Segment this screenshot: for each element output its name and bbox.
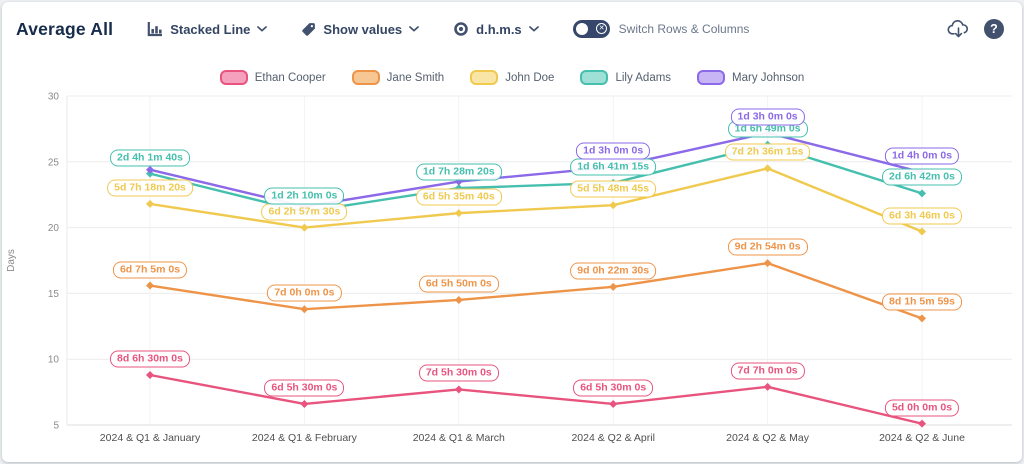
bar-chart-icon (147, 21, 163, 37)
x-axis-tick: 2024 & Q1 & January (100, 432, 201, 444)
legend-swatch (351, 70, 380, 85)
data-point-marker[interactable] (918, 189, 926, 198)
tag-icon (301, 22, 316, 37)
chevron-down-icon (257, 26, 268, 32)
y-axis-tick: 5 (53, 421, 59, 432)
chart-area: 5 10 15 20 25 30 Days 2024 & Q1 & January 2024 &… (2, 88, 1022, 460)
y-axis-tick: 25 (48, 157, 60, 168)
data-point-marker[interactable] (300, 305, 309, 314)
data-point-marker[interactable] (609, 163, 618, 172)
y-axis-tick: 20 (48, 223, 60, 234)
question-mark-icon[interactable]: ? (984, 19, 1004, 39)
data-point-marker[interactable] (609, 201, 618, 210)
data-point-marker[interactable] (763, 164, 772, 173)
cloud-download-icon[interactable] (947, 19, 970, 39)
legend-label: Lily Adams (615, 71, 672, 84)
data-point-marker[interactable] (454, 209, 463, 218)
chart-type-dropdown[interactable]: Stacked Line (147, 21, 268, 37)
legend-item[interactable]: Mary Johnson (697, 70, 804, 85)
data-point-marker[interactable] (609, 399, 618, 408)
toolbar-actions: ? (947, 19, 1004, 39)
legend-label: John Doe (505, 71, 555, 84)
switch-rows-columns-control: ✕ Switch Rows & Columns (572, 20, 750, 38)
legend-label: Ethan Cooper (254, 71, 326, 84)
data-point-marker[interactable] (146, 370, 154, 379)
data-point-marker[interactable] (454, 177, 463, 186)
legend-swatch (470, 70, 499, 85)
chevron-down-icon (528, 26, 539, 32)
legend-item[interactable]: Ethan Cooper (219, 70, 326, 85)
legend-swatch (580, 70, 609, 85)
data-point-marker[interactable] (609, 178, 618, 187)
x-axis-tick: 2024 & Q2 & April (571, 432, 654, 444)
data-point-marker[interactable] (454, 385, 463, 394)
legend-item[interactable]: Lily Adams (580, 70, 671, 85)
data-point-marker[interactable] (146, 199, 154, 208)
series-line (149, 373, 923, 425)
x-circle-icon: ✕ (596, 22, 608, 34)
data-point-marker[interactable] (609, 282, 618, 291)
data-point-marker[interactable] (918, 227, 926, 236)
x-axis-tick: 2024 & Q2 & June (879, 432, 965, 444)
chevron-down-icon (409, 26, 420, 32)
time-format-dropdown[interactable]: d.h.m.s (453, 21, 539, 37)
data-point-marker[interactable] (146, 165, 154, 174)
series-line (149, 131, 923, 208)
data-point-marker[interactable] (454, 295, 463, 304)
data-point-marker[interactable] (763, 259, 772, 268)
legend-swatch (219, 70, 248, 85)
y-axis-tick: 15 (48, 289, 60, 300)
data-point-marker[interactable] (763, 382, 772, 391)
eye-icon (453, 21, 469, 37)
series-line (149, 261, 923, 320)
data-point-marker[interactable] (300, 202, 309, 211)
legend-item[interactable]: John Doe (470, 70, 554, 85)
x-axis-tick: 2024 & Q2 & May (726, 432, 810, 444)
series-line (149, 167, 923, 233)
switch-rows-columns-label: Switch Rows & Columns (618, 22, 750, 36)
page-title: Average All (16, 18, 114, 39)
chart-type-label: Stacked Line (170, 21, 251, 37)
legend-swatch (697, 70, 726, 85)
x-axis-tick: 2024 & Q1 & February (252, 432, 358, 444)
chart-svg: 5 10 15 20 25 30 Days 2024 & Q1 & January 2024 &… (6, 92, 1012, 444)
toolbar: Average All Stacked Line Show values d. (2, 2, 1022, 56)
data-point-marker[interactable] (918, 314, 926, 323)
data-point-marker[interactable] (146, 281, 154, 290)
legend-label: Jane Smith (386, 71, 445, 84)
legend: Ethan Cooper Jane Smith John Doe Lily Adams… (2, 70, 1022, 85)
data-point-marker[interactable] (300, 399, 309, 408)
switch-rows-columns-toggle[interactable]: ✕ (572, 20, 610, 38)
data-point-marker[interactable] (763, 128, 772, 137)
toggle-knob (575, 23, 588, 35)
legend-item[interactable]: Jane Smith (351, 70, 445, 85)
x-axis-tick: 2024 & Q1 & March (413, 432, 505, 444)
y-axis-label: Days (6, 249, 17, 272)
legend-label: Mary Johnson (732, 71, 805, 84)
data-point-marker[interactable] (918, 419, 926, 428)
series-line (149, 143, 923, 214)
data-point-marker[interactable] (300, 223, 309, 232)
time-format-label: d.h.m.s (476, 21, 522, 37)
y-axis-tick: 10 (48, 355, 60, 366)
data-point-marker[interactable] (918, 168, 926, 177)
y-axis-tick: 30 (48, 92, 60, 103)
data-point-marker[interactable] (763, 140, 772, 149)
show-values-label: Show values (323, 21, 403, 37)
show-values-dropdown[interactable]: Show values (301, 21, 420, 37)
